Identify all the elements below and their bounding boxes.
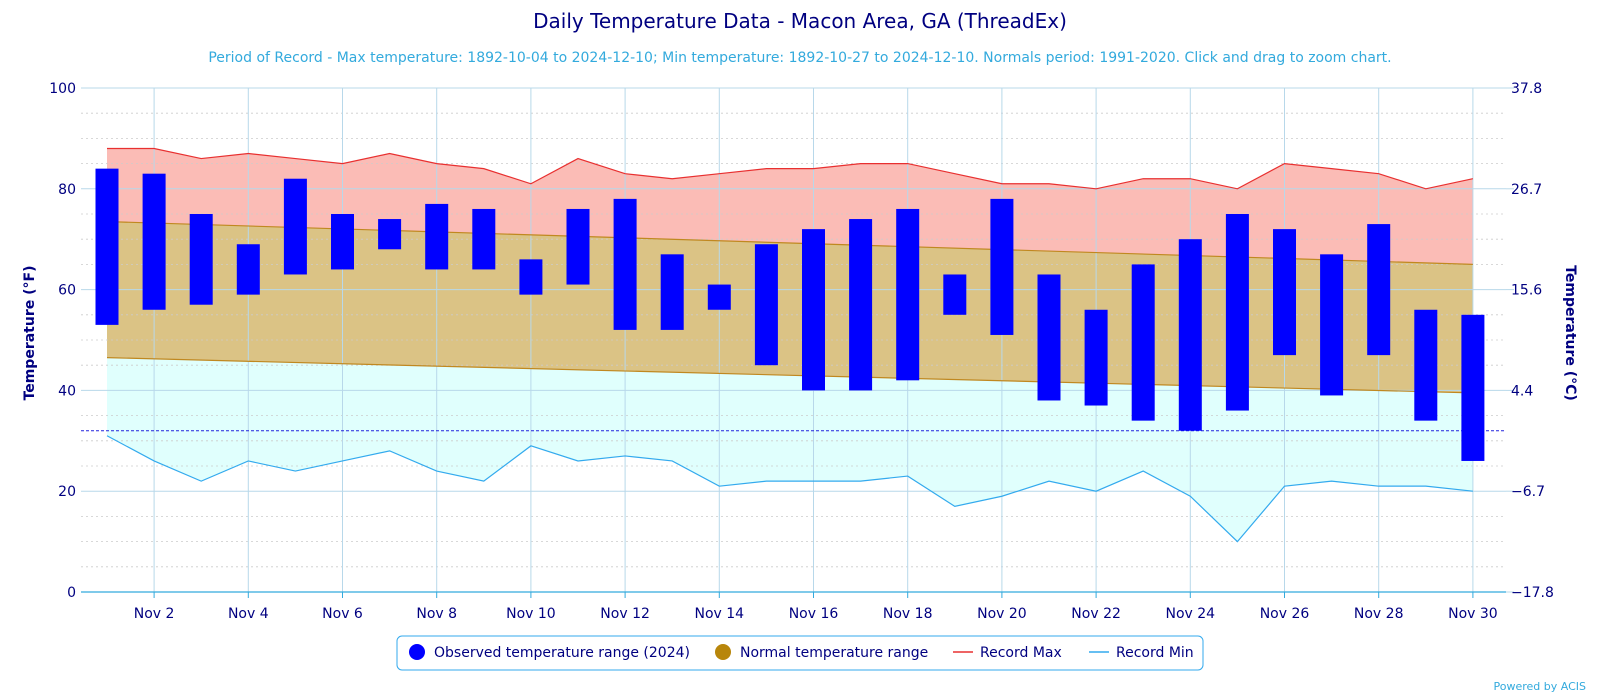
y-tick-label-left: 40	[58, 383, 76, 399]
observed-bar	[566, 208, 590, 285]
observed-bar	[331, 214, 354, 270]
y-tick-label-right: 37.8	[1511, 81, 1542, 97]
x-tick-label: Nov 12	[600, 606, 650, 622]
x-tick-label: Nov 6	[322, 606, 363, 622]
observed-bar	[613, 198, 637, 330]
y-tick-label-left: 100	[49, 81, 76, 97]
observed-bar	[519, 259, 543, 295]
credit-text[interactable]: Powered by ACIS	[1494, 680, 1587, 693]
observed-bar	[1367, 224, 1391, 356]
legend-box	[396, 635, 1204, 671]
observed-bar	[1178, 239, 1202, 431]
observed-bar	[236, 244, 260, 295]
x-tick-label: Nov 26	[1260, 606, 1310, 622]
bands-layer	[107, 148, 1473, 542]
observed-bar	[1225, 214, 1249, 411]
observed-bar	[1273, 229, 1296, 356]
observed-bar	[660, 254, 684, 330]
y-tick-label-left: 20	[58, 484, 76, 500]
record-min-line	[106, 435, 1473, 543]
observed-bar	[849, 219, 873, 391]
legend-item-normal[interactable]: Normal temperature range	[740, 645, 928, 661]
observed-bar	[1084, 309, 1108, 406]
record-min-area	[107, 357, 1473, 542]
legend-item-record-min[interactable]: Record Min	[1116, 645, 1194, 661]
x-tick-label: Nov 28	[1354, 606, 1404, 622]
observed-bars-layer	[95, 168, 1485, 461]
y-tick-label-right: −6.7	[1511, 484, 1545, 500]
x-tick-label: Nov 8	[416, 606, 457, 622]
axes-layer: 0 20 40 60 80 100 −17.8 −6.7 4.4 15.6 26.7 37.8 Nov …	[49, 81, 1554, 622]
observed-bar	[1131, 264, 1155, 421]
observed-bar	[189, 214, 213, 305]
y-tick-label-right: 26.7	[1511, 182, 1542, 198]
observed-bar	[378, 219, 402, 250]
chart-subtitle: Period of Record - Max temperature: 1892…	[208, 50, 1391, 66]
observed-bar	[425, 203, 449, 270]
grid-layer	[81, 87, 1506, 593]
observed-bar	[707, 284, 731, 310]
legend-item-record-max[interactable]: Record Max	[980, 645, 1062, 661]
x-tick-label: Nov 22	[1071, 606, 1121, 622]
observed-bar	[896, 208, 920, 381]
x-tick-label: Nov 20	[977, 606, 1027, 622]
observed-bar	[1414, 309, 1438, 421]
observed-bar	[283, 178, 307, 275]
legend[interactable]: Observed temperature range (2024) Normal…	[396, 635, 1204, 671]
x-tick-label: Nov 14	[695, 606, 745, 622]
observed-bar	[1461, 314, 1485, 461]
x-tick-label: Nov 16	[789, 606, 839, 622]
observed-bar	[142, 173, 166, 310]
x-tick-label: Nov 18	[883, 606, 933, 622]
x-tick-label: Nov 10	[506, 606, 556, 622]
observed-bar	[1320, 254, 1344, 396]
observed-bar	[754, 244, 778, 366]
legend-symbol-observed	[409, 644, 425, 660]
observed-bar	[802, 229, 825, 391]
x-tick-label: Nov 2	[134, 606, 175, 622]
observed-bar	[943, 274, 967, 315]
x-tick-label: Nov 30	[1448, 606, 1498, 622]
observed-bar	[95, 168, 119, 325]
observed-bar	[1037, 274, 1061, 401]
x-tick-label: Nov 24	[1166, 606, 1216, 622]
chart-title: Daily Temperature Data - Macon Area, GA …	[533, 9, 1067, 33]
legend-symbol-normal	[715, 644, 731, 660]
y-tick-label-left: 60	[58, 283, 76, 299]
y-axis-title-left: Temperature (°F)	[22, 266, 38, 401]
observed-bar	[990, 198, 1014, 335]
y-tick-label-right: 15.6	[1511, 283, 1542, 299]
observed-bar	[472, 208, 496, 270]
y-tick-label-right: 4.4	[1511, 383, 1533, 399]
y-tick-label-right: −17.8	[1511, 585, 1554, 601]
x-tick-label: Nov 4	[228, 606, 269, 622]
record-max-area	[107, 148, 1473, 265]
legend-item-observed[interactable]: Observed temperature range (2024)	[434, 645, 690, 661]
y-axis-title-right: Temperature (°C)	[1562, 265, 1578, 401]
record-max-line	[107, 147, 1474, 190]
y-tick-label-left: 0	[67, 585, 76, 601]
y-tick-label-left: 80	[58, 182, 76, 198]
